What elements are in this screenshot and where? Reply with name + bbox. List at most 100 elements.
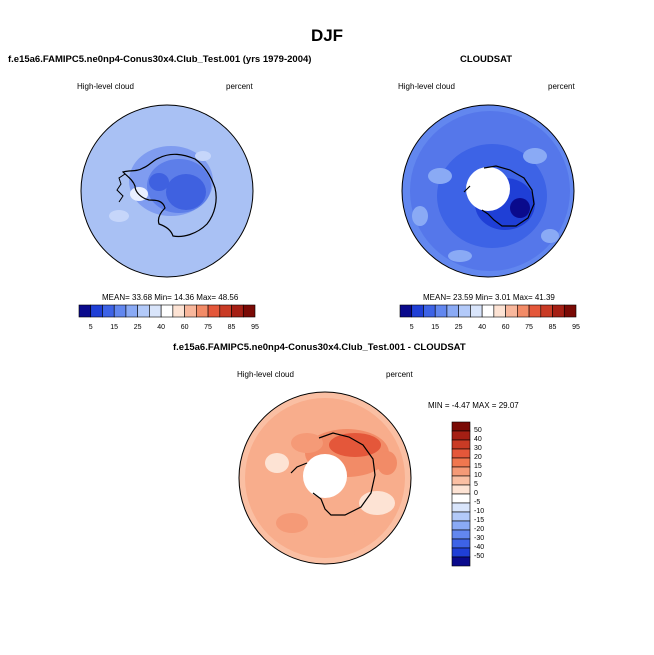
panel-diff-colorbar-swatch	[451, 511, 471, 522]
panel-diff-units-label: percent	[386, 370, 413, 379]
panel-model-colorbar-swatch	[184, 304, 197, 318]
panel-obs-colorbar-tick-label: 15	[431, 324, 440, 331]
panel-obs-colorbar-swatch	[481, 304, 495, 318]
panel-model-colorbar-tick-label: 60	[180, 324, 189, 331]
panel-model-colorbar-swatch	[113, 304, 127, 318]
panel-diff-colorbar-tick-label: -10	[474, 507, 485, 515]
figure-title: DJF	[310, 26, 344, 45]
panel-model-colorbar-tick-label: 75	[204, 324, 212, 331]
panel-diff-colorbar-swatch	[451, 556, 471, 567]
panel-model-colorbar-swatch	[160, 304, 174, 318]
panel-obs-colorbar-tick-label: 95	[572, 324, 580, 331]
panel-model-colorbar-swatch	[207, 304, 221, 318]
panel-diff-colorbar-tick-label: 40	[474, 435, 482, 443]
panel-diff-stats: MIN = -4.47 MAX = 29.07	[428, 401, 519, 410]
panel-model-colorbar-swatch	[78, 304, 92, 318]
panel-obs-colorbar-swatch	[458, 304, 471, 318]
panel-model-colorbar-swatch	[172, 304, 185, 318]
panel-diff-colorbar-swatch	[451, 421, 471, 432]
panel-obs-colorbar-tick-label: 75	[525, 324, 533, 331]
panel-obs-colorbar-tick-label: 5	[409, 324, 414, 331]
panel-model-header: f.e15a6.FAMIPC5.ne0np4-Conus30x4.Club_Te…	[8, 54, 312, 65]
panel-diff-colorbar-tick-label: 10	[474, 471, 482, 479]
panel-obs-colorbar-swatch	[470, 304, 483, 318]
panel-obs-colorbar-swatch	[528, 304, 542, 318]
panel-model-colorbar-swatch	[102, 304, 115, 318]
panel-model-field-label: High-level cloud	[77, 82, 134, 91]
panel-diff-colorbar-swatch	[451, 457, 471, 468]
panel-obs-coastline	[463, 165, 535, 227]
panel-diff-colorbar-tick-label: 20	[474, 453, 482, 461]
panel-diff-colorbar-tick-label: 5	[474, 480, 478, 488]
panel-model-colorbar-tick-label: 95	[251, 324, 259, 331]
panel-diff-colorbar-tick-label: -40	[474, 543, 485, 551]
panel-obs-colorbar-swatch	[540, 304, 553, 318]
panel-diff-colorbar-bar	[451, 421, 471, 567]
panel-obs-colorbar-bar	[399, 304, 577, 318]
panel-diff-colorbar-swatch	[451, 448, 471, 459]
panel-obs-colorbar-swatch	[563, 304, 577, 318]
panel-obs-colorbar-swatch	[434, 304, 448, 318]
panel-obs-map	[401, 104, 575, 278]
panel-obs-field-label: High-level cloud	[398, 82, 455, 91]
panel-diff-colorbar-tick-label: -30	[474, 534, 485, 542]
panel-obs-colorbar-swatch	[423, 304, 436, 318]
panel-obs-colorbar-tick-label: 40	[478, 324, 487, 331]
panel-model-colorbar-tick-label: 25	[133, 324, 142, 331]
panel-obs-colorbar-tick-label: 60	[501, 324, 510, 331]
panel-diff-colorbar-tick-label: 0	[474, 489, 478, 497]
panel-obs-colorbar-swatch	[399, 304, 413, 318]
panel-obs-colorbar-swatch	[505, 304, 518, 318]
panel-diff-colorbar-swatch	[451, 484, 471, 495]
panel-obs-colorbar-swatch	[552, 304, 565, 318]
panel-model-coastline	[121, 153, 217, 238]
panel-model-units-label: percent	[226, 82, 253, 91]
panel-model-colorbar-tick-label: 85	[227, 324, 236, 331]
panel-diff-colorbar-swatch	[451, 475, 471, 486]
panel-obs-colorbar-swatch	[517, 304, 530, 318]
panel-model-colorbar-swatch	[219, 304, 232, 318]
panel-model-colorbar-swatch	[196, 304, 209, 318]
panel-model-colorbar-swatch	[90, 304, 103, 318]
panel-diff-header: f.e15a6.FAMIPC5.ne0np4-Conus30x4.Club_Te…	[173, 342, 466, 353]
panel-diff-map	[238, 391, 412, 565]
panel-obs-colorbar-swatch	[411, 304, 424, 318]
panel-model-colorbar-bar	[78, 304, 256, 318]
panel-model-colorbar-swatch	[231, 304, 244, 318]
panel-diff-colorbar-tick-label: -5	[474, 498, 481, 506]
panel-obs-colorbar-tick-label: 25	[454, 324, 463, 331]
panel-obs-units-label: percent	[548, 82, 575, 91]
panel-diff-colorbar-tick-label: -20	[474, 525, 485, 533]
panel-diff-colorbar-swatch	[451, 520, 471, 531]
panel-diff-colorbar-swatch	[451, 430, 471, 441]
panel-obs-colorbar-swatch	[446, 304, 459, 318]
panel-obs-stats: MEAN= 23.59 Min= 3.01 Max= 41.39	[423, 293, 555, 302]
panel-diff-colorbar-swatch	[451, 529, 471, 540]
panel-model-colorbar-tick-label: 15	[110, 324, 119, 331]
panel-obs-colorbar: 5 15 25 40 60 75 85 95	[399, 304, 580, 332]
panel-diff-colorbar-tick-label: 50	[474, 426, 482, 434]
panel-diff-colorbar-swatch	[451, 547, 471, 558]
panel-diff-colorbar-swatch	[451, 502, 471, 513]
panel-model-colorbar: 5 15 25 40 60 75 85 95	[78, 304, 259, 332]
panel-model-colorbar-swatch	[149, 304, 162, 318]
panel-diff-colorbar-tick-label: 15	[474, 462, 482, 470]
panel-model-colorbar-swatch	[242, 304, 256, 318]
panel-diff-colorbar-tick-label: -50	[474, 552, 485, 560]
panel-obs-colorbar-tick-label: 85	[548, 324, 557, 331]
panel-model-colorbar-tick-label: 5	[88, 324, 93, 331]
panel-diff-colorbar-swatch	[451, 538, 471, 549]
panel-model-colorbar-swatch	[125, 304, 138, 318]
panel-diff-colorbar-swatch	[451, 439, 471, 450]
panel-model-colorbar-tick-label: 40	[157, 324, 166, 331]
panel-obs-header: CLOUDSAT	[460, 54, 513, 65]
panel-diff-colorbar-tick-label: -15	[474, 516, 485, 524]
panel-diff-colorbar-swatch	[451, 493, 471, 504]
panel-diff-colorbar-swatch	[451, 466, 471, 477]
panel-diff-colorbar-tick-label: 30	[474, 444, 482, 452]
panel-obs-colorbar-swatch	[493, 304, 506, 318]
panel-model-map	[80, 104, 254, 278]
panel-diff-coastline	[290, 432, 376, 516]
panel-model-colorbar-swatch	[137, 304, 150, 318]
panel-diff-field-label: High-level cloud	[237, 370, 294, 379]
